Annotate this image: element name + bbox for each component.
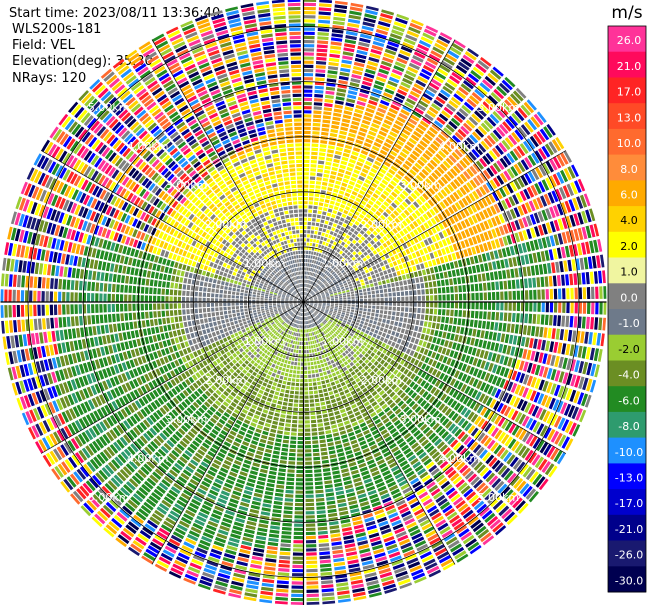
colorbar-tick-label: 17.0 [617,86,642,99]
colorbar-segment [608,437,646,464]
colorbar-tick-label: 10.0 [617,137,642,150]
colorbar-segment [608,463,646,490]
colorbar-segment [608,103,646,130]
range-ring-label: 2.00km [205,374,247,387]
ppi-velocity-plot: 1.00km 1.00km 1.00km 1.00km 2.00km 2.00km 2.00… [0,0,607,605]
colorbar-tick-label: 26.0 [617,34,642,47]
azimuth-spoke [151,301,304,565]
colorbar-tick-label: -30.0 [615,574,643,587]
colorbar-segment [608,489,646,516]
range-ring-label: 4.00km [127,140,169,153]
range-ring-label: 5.00km [88,101,130,114]
azimuth-spoke [303,150,567,303]
range-ring-label: 4.00km [439,140,481,153]
range-ring-label: 3.00km [166,413,208,426]
colorbar-segment [608,283,646,310]
range-ring-label: 4.00km [439,452,481,465]
colorbar-segment [608,566,646,593]
colorbar-segment [608,334,646,361]
colorbar-segment [608,180,646,207]
colorbar-tick-label: -8.0 [618,420,639,433]
range-rings: 1.00km 1.00km 1.00km 1.00km 2.00km 2.00km 2.00… [0,0,607,605]
nrays-label: NRays: 120 [12,71,87,86]
range-ring-label: 2.00km [361,374,403,387]
colorbar-segment [608,514,646,541]
colorbar-tick-label: 13.0 [617,111,642,124]
colorbar-tick-label: -10.0 [615,446,643,459]
colorbar-tick-label: -13.0 [615,472,643,485]
colorbar-tick-label: 1.0 [620,266,638,279]
range-ring-label: 5.00km [478,101,520,114]
range-ring-label: 3.00km [166,179,208,192]
range-ring-label: 1.00km [322,257,364,270]
colorbar-tick-label: -1.0 [618,317,639,330]
colorbar-tick-label: -4.0 [618,369,639,382]
range-ring-label: 1.00km [244,335,286,348]
range-ring-label: 3.00km [400,413,442,426]
azimuth-spoke [151,39,304,303]
field-label: Field: VEL [12,38,75,53]
range-ring-label: 4.00km [127,452,169,465]
colorbar-segment [608,360,646,387]
azimuth-spoke [40,150,304,303]
range-ring-label: 5.00km [88,491,130,504]
azimuth-spoke [303,39,456,303]
range-ring-label: 1.00km [244,257,286,270]
range-ring-label: 2.00km [361,218,403,231]
colorbar-segment [608,128,646,156]
colorbar-segment [608,386,646,413]
range-ring-label: 2.00km [205,218,247,231]
colorbar-tick-label: 4.0 [620,214,638,227]
colorbar-tick-label: -26.0 [615,549,643,562]
instrument-label: WLS200s-181 [12,22,102,37]
colorbar-segment [608,206,646,233]
colorbar-unit-label: m/s [611,3,642,23]
colorbar-tick-label: -2.0 [618,343,639,356]
colorbar-tick-label: -17.0 [615,497,643,510]
velocity-gates [0,0,607,605]
colorbar-tick-label: 6.0 [620,189,638,202]
colorbar-segment [608,154,646,181]
colorbar-segment [608,231,646,258]
colorbar-segment [608,26,646,53]
range-ring-label: 3.00km [400,179,442,192]
start-time-label: Start time: 2023/08/11 13:36:40 [9,6,221,21]
colorbar-segment [608,411,646,439]
colorbar-segment [608,257,646,284]
colorbar-tick-label: 8.0 [620,163,638,176]
colorbar-segment [608,51,646,78]
azimuth-spoke [40,301,304,454]
azimuth-spoke [303,301,456,565]
colorbar-tick-label: -6.0 [618,394,639,407]
colorbar-segment [608,77,646,104]
colorbar-segment [608,540,646,567]
range-ring-label: 1.00km [322,335,364,348]
colorbar-tick-label: -21.0 [615,523,643,536]
azimuth-spoke [303,301,567,454]
colorbar-tick-label: 21.0 [617,60,642,73]
colorbar-tick-label: 0.0 [620,291,638,304]
colorbar-tick-label: 2.0 [620,240,638,253]
range-ring-label: 5.00km [478,491,520,504]
colorbar-segment [608,309,646,336]
